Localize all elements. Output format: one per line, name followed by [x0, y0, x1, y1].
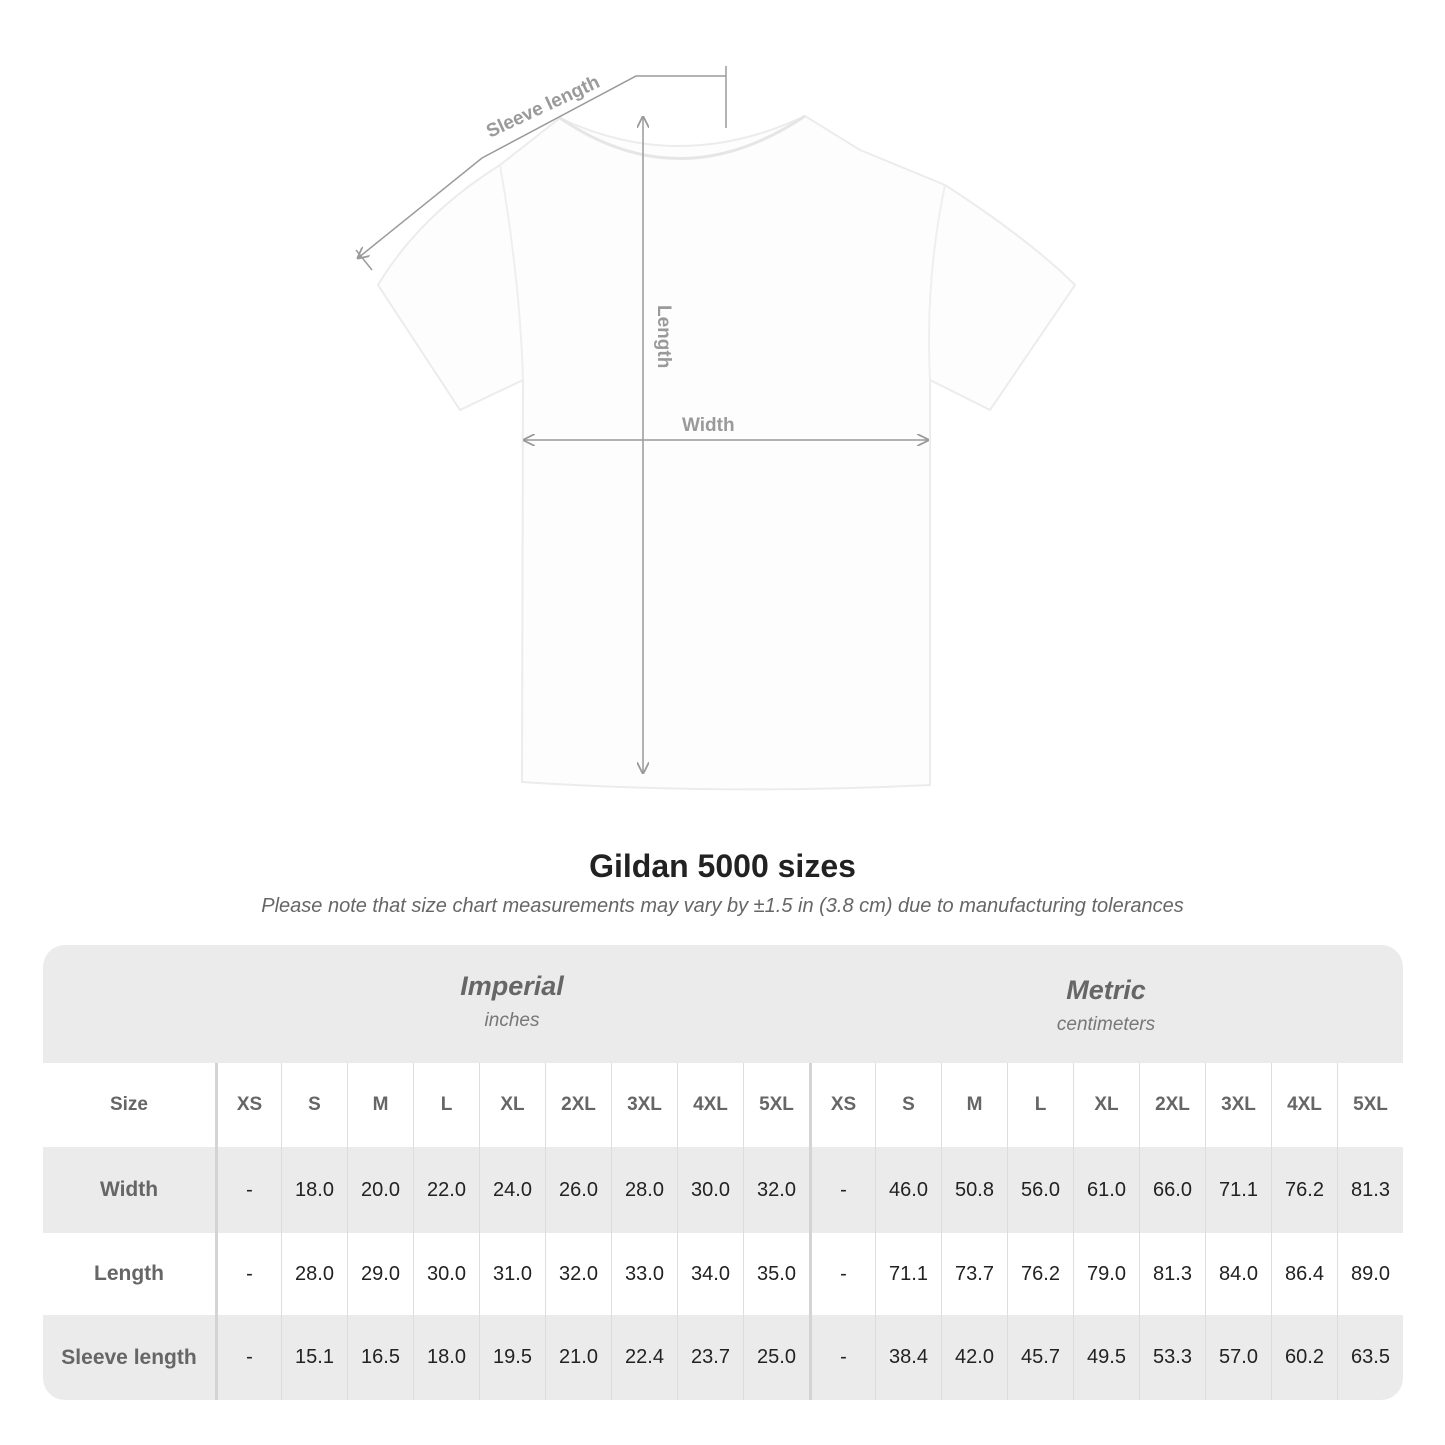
metric-value: 63.5	[1337, 1315, 1403, 1400]
imperial-value: -	[215, 1233, 281, 1315]
imperial-value: 21.0	[545, 1315, 611, 1400]
imperial-header: Imperial inches	[215, 945, 809, 1089]
page-title: Gildan 5000 sizes	[589, 848, 856, 884]
metric-value: 81.3	[1337, 1147, 1403, 1233]
width-label: Width	[682, 415, 735, 436]
size-metric-header: 5XL	[1337, 1063, 1403, 1147]
row-label: Width	[99, 1178, 159, 1201]
metric-value: 53.3	[1139, 1315, 1205, 1400]
metric-value: 38.4	[875, 1315, 941, 1400]
tolerance-note: Please note that size chart measurements…	[261, 895, 1184, 917]
size-metric-header: M	[941, 1063, 1007, 1147]
size-imperial-header: 4XL	[677, 1063, 743, 1147]
imperial-value: 33.0	[611, 1233, 677, 1315]
size-imperial-header: 2XL	[545, 1063, 611, 1147]
metric-unit: centimeters	[1056, 1014, 1156, 1035]
size-imperial-header: XL	[479, 1063, 545, 1147]
imperial-value: 18.0	[413, 1315, 479, 1400]
imperial-title: Imperial	[460, 971, 564, 1001]
metric-value: 81.3	[1139, 1233, 1205, 1315]
imperial-value: 28.0	[281, 1233, 347, 1315]
metric-value: 79.0	[1073, 1233, 1139, 1315]
imperial-value: 28.0	[611, 1147, 677, 1233]
metric-title: Metric	[1066, 975, 1146, 1005]
metric-value: 46.0	[875, 1147, 941, 1233]
row-label: Sleeve length	[61, 1345, 197, 1369]
metric-value: 57.0	[1205, 1315, 1271, 1400]
metric-value: 45.7	[1007, 1315, 1073, 1400]
tshirt-image	[376, 114, 1077, 791]
imperial-value: 32.0	[545, 1233, 611, 1315]
imperial-value: 23.7	[677, 1315, 743, 1400]
imperial-value: 32.0	[743, 1147, 809, 1233]
metric-value: 76.2	[1007, 1233, 1073, 1315]
metric-value: 71.1	[1205, 1147, 1271, 1233]
size-metric-header: XS	[809, 1063, 875, 1147]
imperial-value: 15.1	[281, 1315, 347, 1400]
imperial-value: 19.5	[479, 1315, 545, 1400]
imperial-value: 16.5	[347, 1315, 413, 1400]
size-metric-header: 3XL	[1205, 1063, 1271, 1147]
metric-value: 56.0	[1007, 1147, 1073, 1233]
sleeve-measure-line	[355, 66, 727, 271]
metric-value: 66.0	[1139, 1147, 1205, 1233]
imperial-value: 25.0	[743, 1315, 809, 1400]
imperial-unit: inches	[484, 1010, 540, 1031]
imperial-value: 29.0	[347, 1233, 413, 1315]
metric-value: 50.8	[941, 1147, 1007, 1233]
imperial-value: 34.0	[677, 1233, 743, 1315]
imperial-value: -	[215, 1147, 281, 1233]
imperial-value: 24.0	[479, 1147, 545, 1233]
size-table: Imperial inches Metric centimeters Size X…	[43, 945, 1403, 1400]
metric-value: 71.1	[875, 1233, 941, 1315]
size-metric-header: L	[1007, 1063, 1073, 1147]
row-label: Length	[94, 1262, 164, 1285]
imperial-value: -	[215, 1315, 281, 1400]
size-metric-header: XL	[1073, 1063, 1139, 1147]
size-imperial-header: 3XL	[611, 1063, 677, 1147]
imperial-value: 35.0	[743, 1233, 809, 1315]
size-header-row: Size XS S M L XL 2XL 3XL 4XL 5XL XS S M L XL 2XL 3XL 4XL 5…	[43, 1063, 1403, 1147]
metric-value: 86.4	[1271, 1233, 1337, 1315]
size-metric-header: 4XL	[1271, 1063, 1337, 1147]
metric-value: -	[809, 1233, 875, 1315]
tshirt-diagram: Sleeve length Length Width	[355, 66, 1077, 791]
metric-value: 49.5	[1073, 1315, 1139, 1400]
size-imperial-header: XS	[215, 1063, 281, 1147]
size-label: Size	[109, 1094, 149, 1115]
size-imperial-header: 5XL	[743, 1063, 809, 1147]
metric-header: Metric centimeters	[809, 945, 1403, 1093]
metric-value: 89.0	[1337, 1233, 1403, 1315]
metric-value: 76.2	[1271, 1147, 1337, 1233]
metric-value: 60.2	[1271, 1315, 1337, 1400]
imperial-value: 31.0	[479, 1233, 545, 1315]
size-imperial-header: M	[347, 1063, 413, 1147]
imperial-value: 18.0	[281, 1147, 347, 1233]
metric-value: 42.0	[941, 1315, 1007, 1400]
imperial-value: 22.4	[611, 1315, 677, 1400]
size-imperial-header: L	[413, 1063, 479, 1147]
metric-value: 84.0	[1205, 1233, 1271, 1315]
imperial-value: 22.0	[413, 1147, 479, 1233]
table-row: Sleeve length -15.1 16.5 18.0 19.5 21.0 22.4 23…	[43, 1315, 1403, 1400]
imperial-value: 20.0	[347, 1147, 413, 1233]
size-metric-header: S	[875, 1063, 941, 1147]
table-row: Length -28.0 29.0 30.0 31.0 32.0 33.0 34.0 35.0-…	[43, 1233, 1403, 1315]
imperial-value: 30.0	[677, 1147, 743, 1233]
metric-value: 73.7	[941, 1233, 1007, 1315]
imperial-value: 30.0	[413, 1233, 479, 1315]
metric-value: -	[809, 1315, 875, 1400]
metric-value: 61.0	[1073, 1147, 1139, 1233]
metric-value: -	[809, 1147, 875, 1233]
size-metric-header: 2XL	[1139, 1063, 1205, 1147]
size-imperial-header: S	[281, 1063, 347, 1147]
length-label: Length	[653, 305, 674, 368]
table-row: Width -18.0 20.0 22.0 24.0 26.0 28.0 30.0 32.0-4…	[43, 1147, 1403, 1233]
imperial-value: 26.0	[545, 1147, 611, 1233]
